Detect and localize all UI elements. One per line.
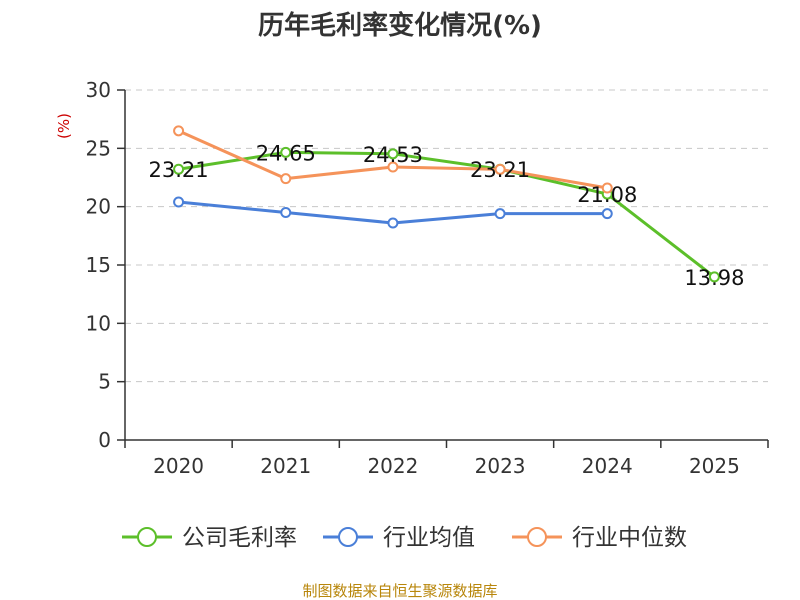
legend-item[interactable]: 公司毛利率 [122,525,297,551]
legend-item[interactable]: 行业中位数 [512,525,687,551]
chart-title: 历年毛利率变化情况(%) [258,10,542,41]
series-1-point [173,196,185,208]
y-tick-label: 15 [86,253,111,277]
series-2-point [494,163,506,175]
y-tick-label: 5 [98,370,111,394]
series-1-point [280,207,292,218]
source-note: 制图数据来自恒生聚源数据库 [302,582,497,600]
legend-label: 行业中位数 [572,525,687,551]
x-tick-label: 2023 [475,454,526,478]
y-tick-label: 25 [86,136,111,160]
grid-lines [125,89,768,383]
data-label: 13.98 [684,266,744,290]
data-label: 24.65 [256,141,316,165]
legend-item[interactable]: 行业均值 [323,525,475,551]
y-tick-label: 20 [86,195,111,219]
series-1-point [494,208,506,220]
series-0-point [387,148,399,160]
series-2-point [280,173,292,185]
series-line-0 [178,150,716,279]
data-label: 21.08 [577,183,637,207]
series-0-point [280,146,292,158]
legend-label: 行业均值 [383,525,475,551]
legend-marker [527,527,547,547]
x-tick-label: 2021 [260,454,311,478]
data-label: 23.21 [470,158,530,182]
data-label: 23.21 [149,158,209,182]
x-tick-label: 2024 [582,454,633,478]
legend-marker [137,527,157,547]
data-labels: 23.21 24.65 24.53 23.21 21.08 13.98 [149,141,745,289]
x-tick-label: 2020 [153,454,204,478]
series-2-point [601,182,613,194]
data-label: 24.53 [363,143,423,167]
series-lines [173,125,720,283]
series-2-point [387,161,399,173]
y-tick-label: 30 [86,78,111,102]
series-2-point [173,125,185,137]
x-tick-label: 2022 [367,454,418,478]
series-1-point [601,208,613,220]
series-0-point [173,163,185,175]
y-tick-label: 0 [98,428,111,452]
legend[interactable]: 公司毛利率 行业均值 行业中位数 [122,525,687,551]
series-0-point [708,271,720,283]
y-axis-unit-label: (%) [55,113,73,139]
legend-label: 公司毛利率 [182,525,297,551]
x-tick-label: 2025 [689,454,740,478]
y-tick-label: 10 [86,311,111,335]
legend-marker [338,527,358,547]
series-1-point [387,217,399,229]
